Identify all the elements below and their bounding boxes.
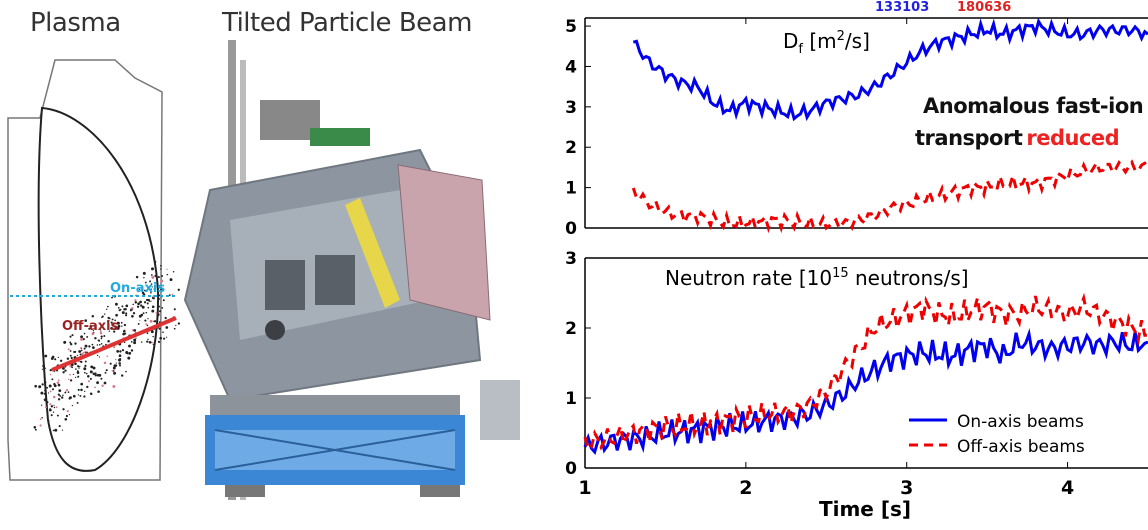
shot-number-1: 133103	[875, 0, 929, 15]
x-tick-label: 3	[900, 477, 913, 499]
y-tick-label: 2	[565, 138, 577, 158]
particle-cloud	[33, 260, 181, 432]
illustration-svg: On-axis Off-axis	[7, 40, 520, 500]
x-tick-label: 2	[739, 477, 752, 499]
plasma-boundary	[37, 106, 160, 472]
x-tick-label: 4	[1061, 477, 1074, 499]
left-illustration-panel: Plasma Tilted Particle Beam On-axis Off-…	[0, 0, 545, 525]
y-tick-label: 4	[565, 57, 577, 77]
plasma-heading: Plasma	[30, 8, 121, 38]
series-line-on-axis	[632, 17, 1148, 122]
y-tick-label: 0	[565, 459, 577, 479]
off-axis-label: Off-axis	[62, 319, 119, 334]
top-text-annotation-line1: Anomalous fast-ion	[923, 94, 1143, 118]
bottom-annotation: Neutron rate [1015 neutrons/s]	[665, 266, 969, 290]
top-annotation: Df [m2/s]	[783, 29, 870, 57]
legend-on-axis-label: On-axis beams	[957, 412, 1084, 432]
series-line-off-axis	[631, 159, 1148, 234]
shot-number-2: 180636	[957, 0, 1011, 15]
y-tick-label: 0	[565, 219, 577, 239]
legend-off-axis-label: Off-axis beams	[957, 437, 1085, 457]
top-chart: 0 1 2 3 4 5 Df [m2/s] Anomalous fast-ion tran…	[565, 0, 1148, 239]
y-tick-label: 3	[565, 98, 577, 118]
x-axis-label: Time [s]	[819, 497, 911, 521]
y-tick-label: 3	[565, 249, 577, 269]
x-tick-label: 1	[578, 477, 591, 499]
y-tick-label: 2	[565, 319, 577, 339]
series-line-off-axis	[583, 292, 1148, 452]
beam-machine-illustration	[183, 40, 520, 500]
y-tick-label: 1	[565, 179, 577, 199]
vessel-outline	[7, 59, 163, 481]
beam-heading: Tilted Particle Beam	[222, 8, 472, 38]
legend: On-axis beams Off-axis beams	[909, 412, 1085, 457]
off-axis-line	[51, 316, 177, 372]
y-tick-label: 1	[565, 389, 577, 409]
y-tick-label: 5	[565, 17, 577, 37]
series-line-on-axis	[583, 328, 1148, 456]
top-text-annotation-line2: transport reduced	[915, 126, 1119, 150]
on-axis-label: On-axis	[110, 281, 165, 296]
